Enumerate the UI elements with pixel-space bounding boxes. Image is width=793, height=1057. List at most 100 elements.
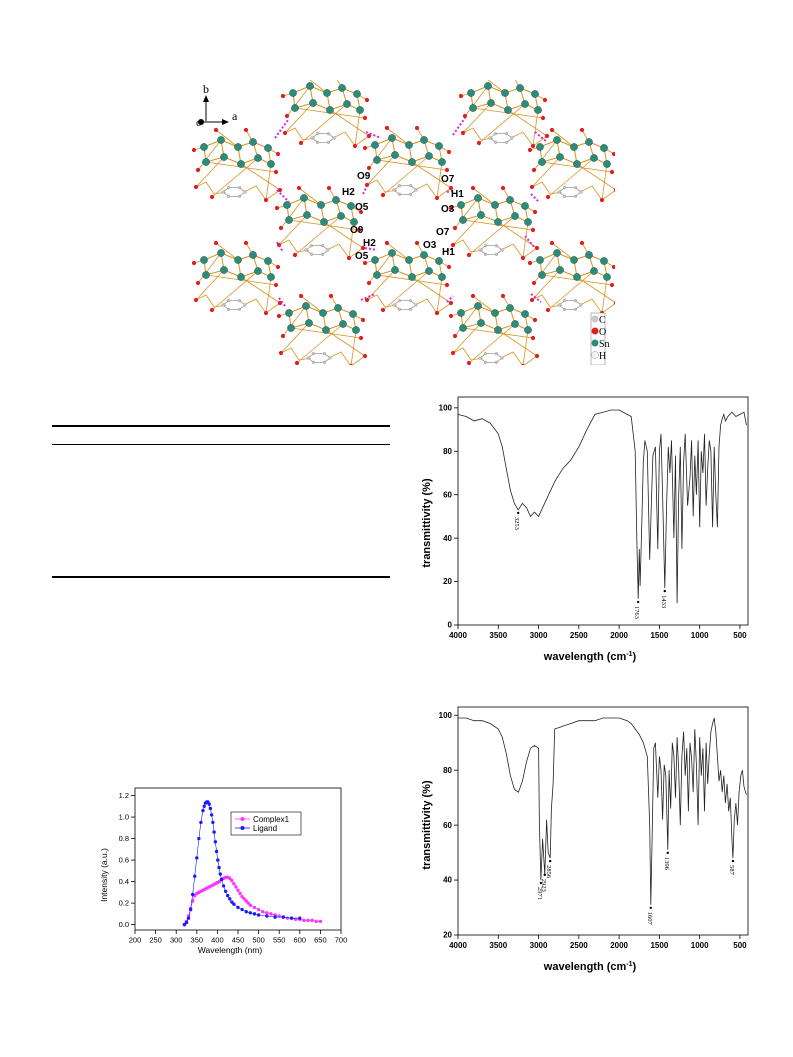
data-point — [223, 889, 228, 893]
data-point — [256, 907, 261, 912]
y-tick-label: 100 — [439, 404, 453, 413]
x-axis-label: wavelength (cm-1) — [543, 651, 637, 663]
table-bottom-rule — [52, 576, 390, 578]
peak-marker — [649, 906, 652, 909]
x-tick-label: 450 — [232, 936, 245, 945]
data-point — [217, 865, 221, 870]
data-point — [217, 879, 222, 884]
hydrogen-bond — [446, 295, 454, 303]
atom-label-h2: H2 — [363, 238, 376, 249]
data-point — [261, 910, 265, 914]
atom-label-o9: O9 — [350, 225, 364, 236]
y-tick-label: 80 — [443, 766, 452, 775]
data-point — [252, 912, 257, 916]
hydrogen-bond — [276, 189, 290, 203]
molecule-unit — [527, 240, 615, 316]
y-tick-label: 40 — [443, 534, 452, 543]
data-point — [219, 877, 224, 882]
peak-marker — [663, 589, 666, 593]
data-point — [214, 849, 219, 854]
data-point — [188, 907, 193, 912]
data-point — [273, 915, 277, 919]
legend-label-h: H — [599, 351, 606, 362]
data-point — [244, 910, 248, 914]
peak-marker — [637, 600, 640, 604]
data-point — [236, 888, 240, 892]
series-line-0 — [458, 717, 747, 905]
legend-label-ligand: Ligand — [253, 824, 277, 833]
y-axis-label: transmittivity (%) — [421, 780, 433, 870]
x-tick-label: 700 — [335, 936, 348, 945]
y-tick-label: 0 — [448, 621, 453, 630]
x-tick-label: 4000 — [449, 941, 467, 950]
data-point — [226, 893, 230, 898]
y-tick-label: 60 — [443, 490, 452, 499]
molecule-unit — [280, 80, 372, 149]
x-tick-label: 2000 — [610, 631, 628, 640]
data-point — [218, 872, 222, 876]
legend-label-o: O — [599, 327, 606, 338]
molecule-unit — [191, 240, 283, 316]
data-point — [310, 918, 314, 923]
x-tick-label: 550 — [273, 936, 286, 945]
data-point — [202, 804, 206, 808]
y-tick-label: 0.2 — [119, 899, 129, 908]
x-tick-label: 2000 — [610, 941, 628, 950]
x-tick-label: 1000 — [691, 941, 709, 950]
data-point — [314, 919, 318, 924]
y-tick-label: 20 — [443, 931, 452, 940]
peak-marker — [516, 511, 520, 515]
molecule-unit — [458, 80, 550, 149]
x-tick-label: 650 — [314, 936, 327, 945]
data-point — [240, 894, 244, 899]
data-point — [195, 856, 199, 860]
data-point — [216, 858, 220, 862]
hydrogen-bond — [360, 293, 376, 301]
data-point — [211, 820, 215, 825]
axis-indicator: b a c — [196, 82, 238, 129]
data-point — [246, 901, 250, 905]
data-point — [269, 912, 273, 916]
data-point — [208, 806, 213, 811]
hydrogen-bond — [365, 131, 382, 139]
data-point — [285, 916, 290, 920]
x-tick-label: 250 — [149, 936, 162, 945]
data-point — [256, 913, 261, 917]
x-tick-label: 3500 — [489, 941, 507, 950]
x-tick-label: 200 — [129, 936, 142, 945]
atom-label-o3: O3 — [441, 204, 455, 215]
molecule-unit — [362, 240, 454, 316]
atom-label-o7: O7 — [436, 227, 450, 238]
data-point — [234, 885, 238, 889]
molecule-unit — [448, 293, 540, 365]
hydrogen-bond — [446, 247, 456, 251]
hydrogen-bond — [446, 189, 456, 193]
legend-label-complex1: Complex1 — [253, 815, 290, 824]
peak-label: 1433 — [660, 595, 667, 608]
x-tick-label: 400 — [211, 936, 224, 945]
data-point — [242, 897, 246, 901]
peak-label: 2971 — [536, 887, 543, 900]
molecule-unit — [362, 125, 454, 201]
data-point — [193, 874, 197, 878]
legend: Complex1 Ligand — [230, 811, 302, 836]
atom-label-h1: H1 — [442, 247, 455, 258]
hydrogen-bond — [276, 241, 284, 253]
data-point — [298, 916, 302, 920]
y-axis-label: transmittivity (%) — [421, 478, 433, 568]
x-tick-label: 2500 — [570, 631, 588, 640]
peak-label: 1607 — [646, 912, 653, 926]
data-point — [232, 902, 236, 906]
y-tick-label: 0.4 — [119, 877, 129, 886]
y-tick-label: 0.0 — [119, 920, 129, 929]
x-tick-label: 1500 — [650, 941, 668, 950]
y-tick-label: 0.6 — [119, 856, 129, 865]
legend-swatch-o — [591, 327, 599, 335]
x-tick-label: 3000 — [530, 941, 548, 950]
data-point — [238, 891, 242, 896]
peak-label: 1763 — [633, 606, 640, 619]
data-point — [230, 878, 234, 883]
x-tick-label: 500 — [733, 631, 747, 640]
peak-label: 2923 — [540, 879, 547, 892]
molecular-units — [191, 80, 615, 365]
